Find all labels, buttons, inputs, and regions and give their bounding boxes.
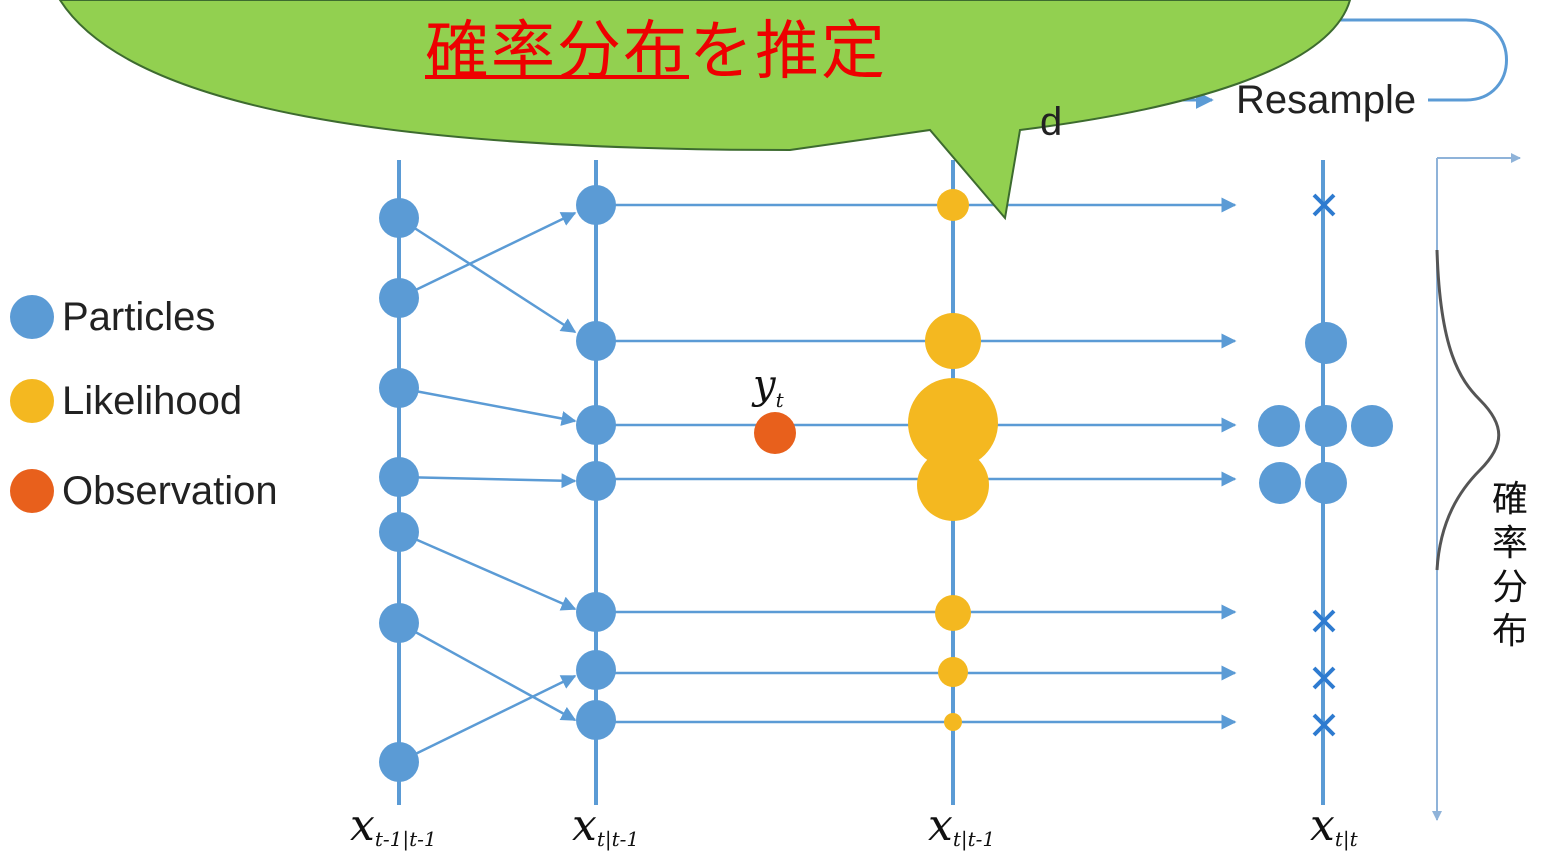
- predicted-particle: [576, 650, 616, 690]
- prediction-arrows: [398, 211, 577, 764]
- resampled-particle: [1305, 322, 1347, 364]
- callout-text: 確率分布を推定: [425, 0, 887, 92]
- prior-particle: [379, 603, 419, 643]
- resampled-particle: [1351, 405, 1393, 447]
- legend-particles: Particles: [10, 293, 215, 340]
- legend-label: Particles: [62, 294, 216, 339]
- likelihood-circle: [917, 449, 989, 521]
- distribution-curve: [1435, 249, 1501, 571]
- cross-icon: [1312, 609, 1336, 633]
- predicted-particle: [576, 405, 616, 445]
- axis-label-predicted: xt|t-1: [572, 800, 639, 851]
- prior-particle: [379, 198, 419, 238]
- observation-base: y: [753, 362, 776, 408]
- axis-base: x: [928, 800, 953, 851]
- side-label-char: 率: [1491, 523, 1528, 564]
- resampled-particles: [1258, 322, 1393, 504]
- predicted-particle: [576, 461, 616, 501]
- predicted-particles: [576, 185, 616, 740]
- prior-particle: [379, 512, 419, 552]
- likelihood-circles: [908, 189, 998, 731]
- distribution-axis: [1432, 153, 1521, 821]
- side-label-char: 確: [1491, 479, 1528, 520]
- axis-sub: t|t-1: [952, 827, 996, 851]
- vertical-axes: [397, 160, 1325, 805]
- legend-observation: Observation: [10, 467, 278, 514]
- callout-bubble: [58, 0, 1352, 221]
- particle-legend-icon: [10, 295, 54, 340]
- axis-label-prior: xt-1|t-1: [350, 800, 437, 851]
- likelihood-legend-icon: [10, 379, 54, 424]
- predicted-particle: [576, 700, 616, 740]
- side-label: 確率分布: [1490, 478, 1530, 654]
- axis-sub: t|t: [1334, 827, 1358, 851]
- observation-sub: t: [775, 388, 784, 412]
- axis-base: x: [350, 800, 375, 851]
- horizontal-arrows: [596, 197, 1237, 730]
- likelihood-circle: [937, 189, 969, 221]
- resampled-particle: [1305, 462, 1347, 504]
- side-label-char: 布: [1491, 611, 1528, 652]
- predicted-particle: [576, 321, 616, 361]
- resampled-particle: [1305, 405, 1347, 447]
- predicted-particle: [576, 185, 616, 225]
- axis-label-resampled: xt|t: [1310, 800, 1358, 851]
- prior-particle: [379, 742, 419, 782]
- cross-icon: [1312, 666, 1336, 690]
- legend-label: Likelihood: [62, 378, 243, 423]
- axis-label-likelihood: xt|t-1: [928, 800, 995, 851]
- prior-particle: [379, 457, 419, 497]
- partial-step-label: d: [1040, 100, 1063, 144]
- resampled-particle: [1259, 462, 1301, 504]
- likelihood-circle: [908, 378, 998, 468]
- callout-rest: を推定: [689, 15, 887, 89]
- prior-particles: [379, 198, 419, 782]
- predicted-particle: [576, 592, 616, 632]
- side-label-char: 分: [1491, 567, 1528, 608]
- legend-likelihood: Likelihood: [10, 377, 242, 424]
- axis-sub: t-1|t-1: [374, 827, 437, 851]
- likelihood-circle: [935, 595, 971, 631]
- axis-base: x: [1310, 800, 1335, 851]
- likelihood-circle: [938, 657, 968, 687]
- prior-particle: [379, 368, 419, 408]
- legend-label: Observation: [62, 468, 278, 513]
- observation-dot: [754, 412, 796, 454]
- discarded-markers: [1312, 193, 1336, 737]
- cross-icon: [1312, 193, 1336, 217]
- cross-icon: [1312, 713, 1336, 737]
- resampled-particle: [1258, 405, 1300, 447]
- likelihood-circle: [944, 713, 962, 731]
- likelihood-circle: [925, 313, 981, 369]
- resample-label: Resample: [1236, 78, 1417, 122]
- prior-particle: [379, 278, 419, 318]
- observation-legend-icon: [10, 469, 54, 514]
- observation-label: yt: [753, 362, 784, 412]
- axis-base: x: [572, 800, 597, 851]
- axis-sub: t|t-1: [596, 827, 640, 851]
- callout-underlined: 確率分布: [425, 15, 689, 89]
